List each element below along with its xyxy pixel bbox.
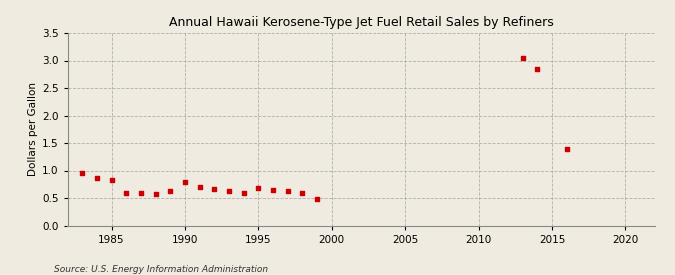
Text: Source: U.S. Energy Information Administration: Source: U.S. Energy Information Administ… bbox=[54, 265, 268, 274]
Point bbox=[517, 56, 528, 60]
Point bbox=[194, 185, 205, 189]
Point bbox=[253, 186, 264, 190]
Y-axis label: Dollars per Gallon: Dollars per Gallon bbox=[28, 82, 38, 176]
Point bbox=[121, 190, 132, 195]
Point bbox=[165, 189, 176, 193]
Point bbox=[223, 189, 234, 193]
Point bbox=[150, 192, 161, 196]
Point bbox=[561, 146, 572, 151]
Point bbox=[532, 67, 543, 72]
Point bbox=[106, 178, 117, 182]
Point bbox=[209, 186, 219, 191]
Point bbox=[267, 188, 278, 192]
Point bbox=[297, 190, 308, 195]
Title: Annual Hawaii Kerosene-Type Jet Fuel Retail Sales by Refiners: Annual Hawaii Kerosene-Type Jet Fuel Ret… bbox=[169, 16, 554, 29]
Point bbox=[136, 190, 146, 195]
Point bbox=[180, 179, 190, 184]
Point bbox=[238, 190, 249, 195]
Point bbox=[91, 175, 102, 180]
Point bbox=[312, 197, 323, 201]
Point bbox=[282, 189, 293, 194]
Point bbox=[77, 171, 88, 175]
